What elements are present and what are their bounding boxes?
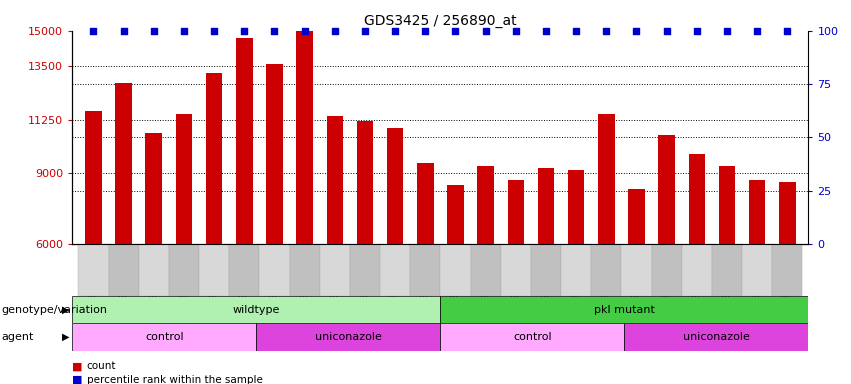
- Bar: [229, 244, 260, 296]
- Point: [298, 28, 311, 34]
- Bar: [682, 244, 712, 296]
- Bar: [568, 170, 585, 384]
- Point: [690, 28, 704, 34]
- Text: count: count: [87, 361, 117, 371]
- Bar: [591, 244, 621, 296]
- Text: uniconazole: uniconazole: [315, 332, 382, 342]
- Bar: [779, 182, 796, 384]
- Bar: [256, 323, 440, 351]
- Point: [479, 28, 493, 34]
- Bar: [380, 244, 410, 296]
- Bar: [500, 244, 531, 296]
- Bar: [72, 323, 256, 351]
- Bar: [168, 244, 199, 296]
- Text: ■: ■: [72, 375, 83, 384]
- Point: [751, 28, 764, 34]
- Text: ▶: ▶: [62, 332, 70, 342]
- Bar: [440, 323, 625, 351]
- Bar: [139, 244, 168, 296]
- Bar: [742, 244, 772, 296]
- Bar: [116, 83, 132, 384]
- Bar: [561, 244, 591, 296]
- Bar: [417, 163, 434, 384]
- Bar: [78, 244, 109, 296]
- Bar: [206, 73, 222, 384]
- Point: [419, 28, 432, 34]
- Text: agent: agent: [2, 332, 34, 342]
- Text: control: control: [145, 332, 184, 342]
- Bar: [471, 244, 500, 296]
- Bar: [357, 121, 374, 384]
- Bar: [712, 244, 742, 296]
- Bar: [440, 296, 808, 323]
- Text: uniconazole: uniconazole: [683, 332, 750, 342]
- Point: [660, 28, 673, 34]
- Point: [358, 28, 372, 34]
- Bar: [320, 244, 350, 296]
- Bar: [598, 114, 614, 384]
- Bar: [477, 166, 494, 384]
- Bar: [410, 244, 441, 296]
- Bar: [441, 244, 471, 296]
- Bar: [652, 244, 682, 296]
- Bar: [387, 128, 403, 384]
- Bar: [749, 180, 765, 384]
- Bar: [447, 185, 464, 384]
- Text: control: control: [513, 332, 551, 342]
- Bar: [350, 244, 380, 296]
- Bar: [72, 296, 440, 323]
- Point: [87, 28, 100, 34]
- Point: [630, 28, 643, 34]
- Bar: [625, 323, 808, 351]
- Point: [237, 28, 251, 34]
- Text: ■: ■: [72, 361, 83, 371]
- Bar: [538, 168, 554, 384]
- Text: genotype/variation: genotype/variation: [2, 305, 108, 314]
- Point: [388, 28, 402, 34]
- Point: [599, 28, 613, 34]
- Title: GDS3425 / 256890_at: GDS3425 / 256890_at: [364, 14, 517, 28]
- Text: wildtype: wildtype: [232, 305, 280, 314]
- Bar: [296, 14, 313, 384]
- Bar: [266, 64, 283, 384]
- Text: ▶: ▶: [62, 305, 70, 314]
- Point: [208, 28, 221, 34]
- Point: [268, 28, 282, 34]
- Bar: [688, 154, 705, 384]
- Bar: [289, 244, 320, 296]
- Bar: [199, 244, 229, 296]
- Bar: [236, 38, 253, 384]
- Bar: [507, 180, 524, 384]
- Point: [328, 28, 341, 34]
- Point: [448, 28, 462, 34]
- Bar: [628, 189, 645, 384]
- Bar: [85, 111, 102, 384]
- Text: pkl mutant: pkl mutant: [594, 305, 655, 314]
- Point: [569, 28, 583, 34]
- Bar: [146, 132, 162, 384]
- Point: [720, 28, 734, 34]
- Bar: [175, 114, 192, 384]
- Bar: [719, 166, 735, 384]
- Point: [117, 28, 130, 34]
- Bar: [772, 244, 802, 296]
- Bar: [260, 244, 289, 296]
- Point: [509, 28, 523, 34]
- Bar: [659, 135, 675, 384]
- Bar: [531, 244, 561, 296]
- Bar: [621, 244, 652, 296]
- Point: [177, 28, 191, 34]
- Point: [540, 28, 553, 34]
- Point: [147, 28, 161, 34]
- Bar: [109, 244, 139, 296]
- Point: [780, 28, 794, 34]
- Bar: [327, 116, 343, 384]
- Text: percentile rank within the sample: percentile rank within the sample: [87, 375, 263, 384]
